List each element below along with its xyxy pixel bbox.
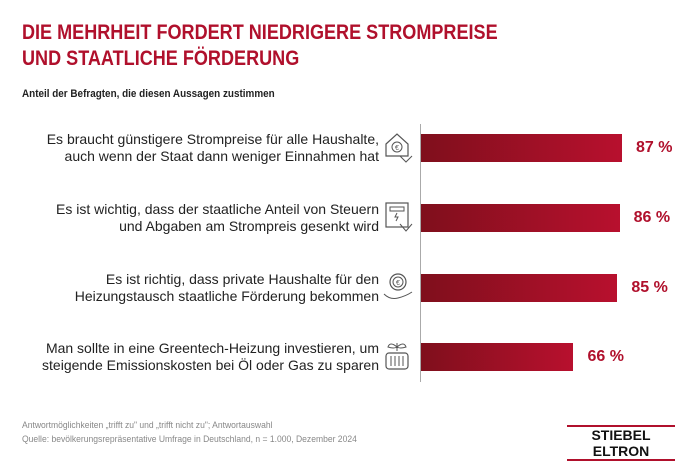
chart-title: DIE MEHRHEIT FORDERT NIEDRIGERE STROMPRE… (22, 20, 498, 72)
category-axis-line (420, 124, 421, 382)
category-label: Es ist richtig, dass private Haushalte f… (75, 271, 379, 305)
data-label: 66 % (587, 348, 624, 365)
source-note: Quelle: bevölkerungsrepräsentative Umfra… (22, 434, 357, 445)
category-label-line: steigende Emissionskosten bei Öl oder Ga… (42, 357, 379, 373)
house-euro-down-icon: € (382, 130, 413, 164)
data-label: 86 % (633, 209, 671, 226)
category-label-line: und Abgaben am Strompreis gesenkt wird (119, 218, 379, 234)
category-label: Es ist wichtig, dass der staatliche Ante… (56, 201, 379, 235)
category-label-line: Man sollte in eine Greentech-Heizung inv… (45, 340, 379, 356)
data-label: 85 % (631, 279, 668, 296)
bar (421, 343, 574, 371)
electricity-meter-down-icon (382, 200, 413, 234)
category-label: Es braucht günstigere Strompreise für al… (47, 131, 379, 165)
category-label: Man sollte in eine Greentech-Heizung inv… (42, 340, 379, 374)
title-line-2: UND STAATLICHE FÖRDERUNG (22, 47, 300, 70)
stiebel-eltron-logo: STIEBEL ELTRON (567, 425, 675, 461)
category-label-line: Heizungstausch staatliche Förderung beko… (74, 288, 379, 304)
svg-text:€: € (396, 280, 400, 287)
bar (421, 204, 620, 232)
category-label-line: auch wenn der Staat dann weniger Einnahm… (64, 148, 379, 164)
data-label: 87 % (635, 139, 673, 156)
category-label-line: Es braucht günstigere Strompreise für al… (46, 131, 379, 147)
plant-radiator-icon (382, 339, 412, 373)
hand-euro-coin-icon: € (382, 270, 413, 304)
footnote: Antwortmöglichkeiten „trifft zu" und „tr… (22, 420, 273, 431)
bar (421, 134, 622, 162)
category-label-line: Es ist wichtig, dass der staatliche Ante… (56, 201, 379, 217)
bar (421, 274, 618, 302)
category-label-line: Es ist richtig, dass private Haushalte f… (105, 271, 379, 287)
title-line-1: DIE MEHRHEIT FORDERT NIEDRIGERE STROMPRE… (22, 21, 498, 44)
chart-subtitle: Anteil der Befragten, die diesen Aussage… (22, 88, 275, 100)
svg-text:€: € (395, 145, 399, 152)
